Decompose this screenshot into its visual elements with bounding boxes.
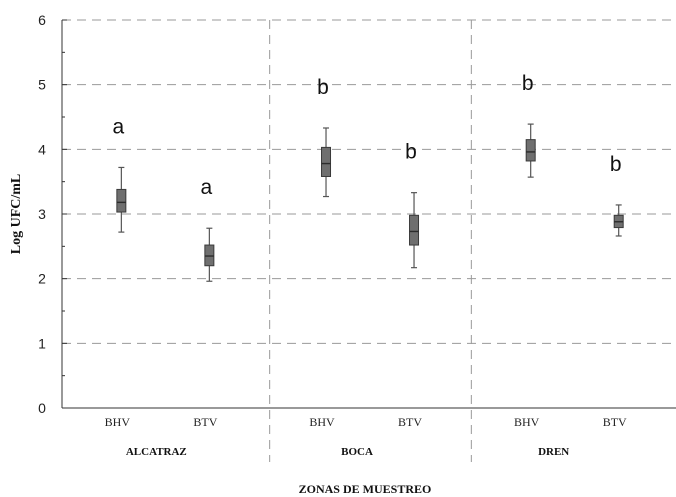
x-tick-label: BHV <box>514 415 540 429</box>
x-tick-label: BTV <box>398 415 422 429</box>
group-label: ALCATRAZ <box>126 446 187 458</box>
significance-letter: b <box>317 76 329 99</box>
y-axis-label: Log UFC/mL <box>9 174 24 255</box>
y-ticks: 0 1 2 3 4 5 6 <box>38 12 67 416</box>
y-tick-label: 4 <box>38 141 46 157</box>
significance-letter: b <box>522 72 534 95</box>
x-tick-label: BHV <box>309 415 335 429</box>
group-label: DREN <box>538 446 569 458</box>
gridlines <box>62 19 676 462</box>
y-tick-label: 1 <box>38 335 46 351</box>
significance-letter: a <box>201 176 213 199</box>
significance-letter: b <box>610 153 622 176</box>
box-boca-btv <box>409 214 420 246</box>
y-tick-label: 5 <box>38 77 46 93</box>
group-label: BOCA <box>341 446 373 458</box>
y-tick-label: 2 <box>38 271 46 287</box>
x-tick-label: BTV <box>603 415 627 429</box>
x-tick-label: BTV <box>193 415 217 429</box>
x-tick-labels: BHV BTV BHV BTV BHV BTV <box>105 415 627 429</box>
y-tick-label: 0 <box>38 400 46 416</box>
boxes <box>116 123 624 282</box>
significance-letters: a a b b b b <box>113 72 622 199</box>
group-labels: ALCATRAZ BOCA DREN <box>126 446 569 458</box>
y-tick-label: 6 <box>38 12 46 28</box>
significance-letter: b <box>405 141 417 164</box>
y-tick-label: 3 <box>38 206 46 222</box>
x-tick-label: BHV <box>105 415 131 429</box>
box-boca-bhv <box>321 146 332 177</box>
x-axis-label: ZONAS DE MUESTREO <box>299 482 432 496</box>
significance-letter: a <box>113 115 125 138</box>
box-alcatraz-bhv <box>116 188 127 213</box>
box-dren-bhv <box>525 139 536 162</box>
